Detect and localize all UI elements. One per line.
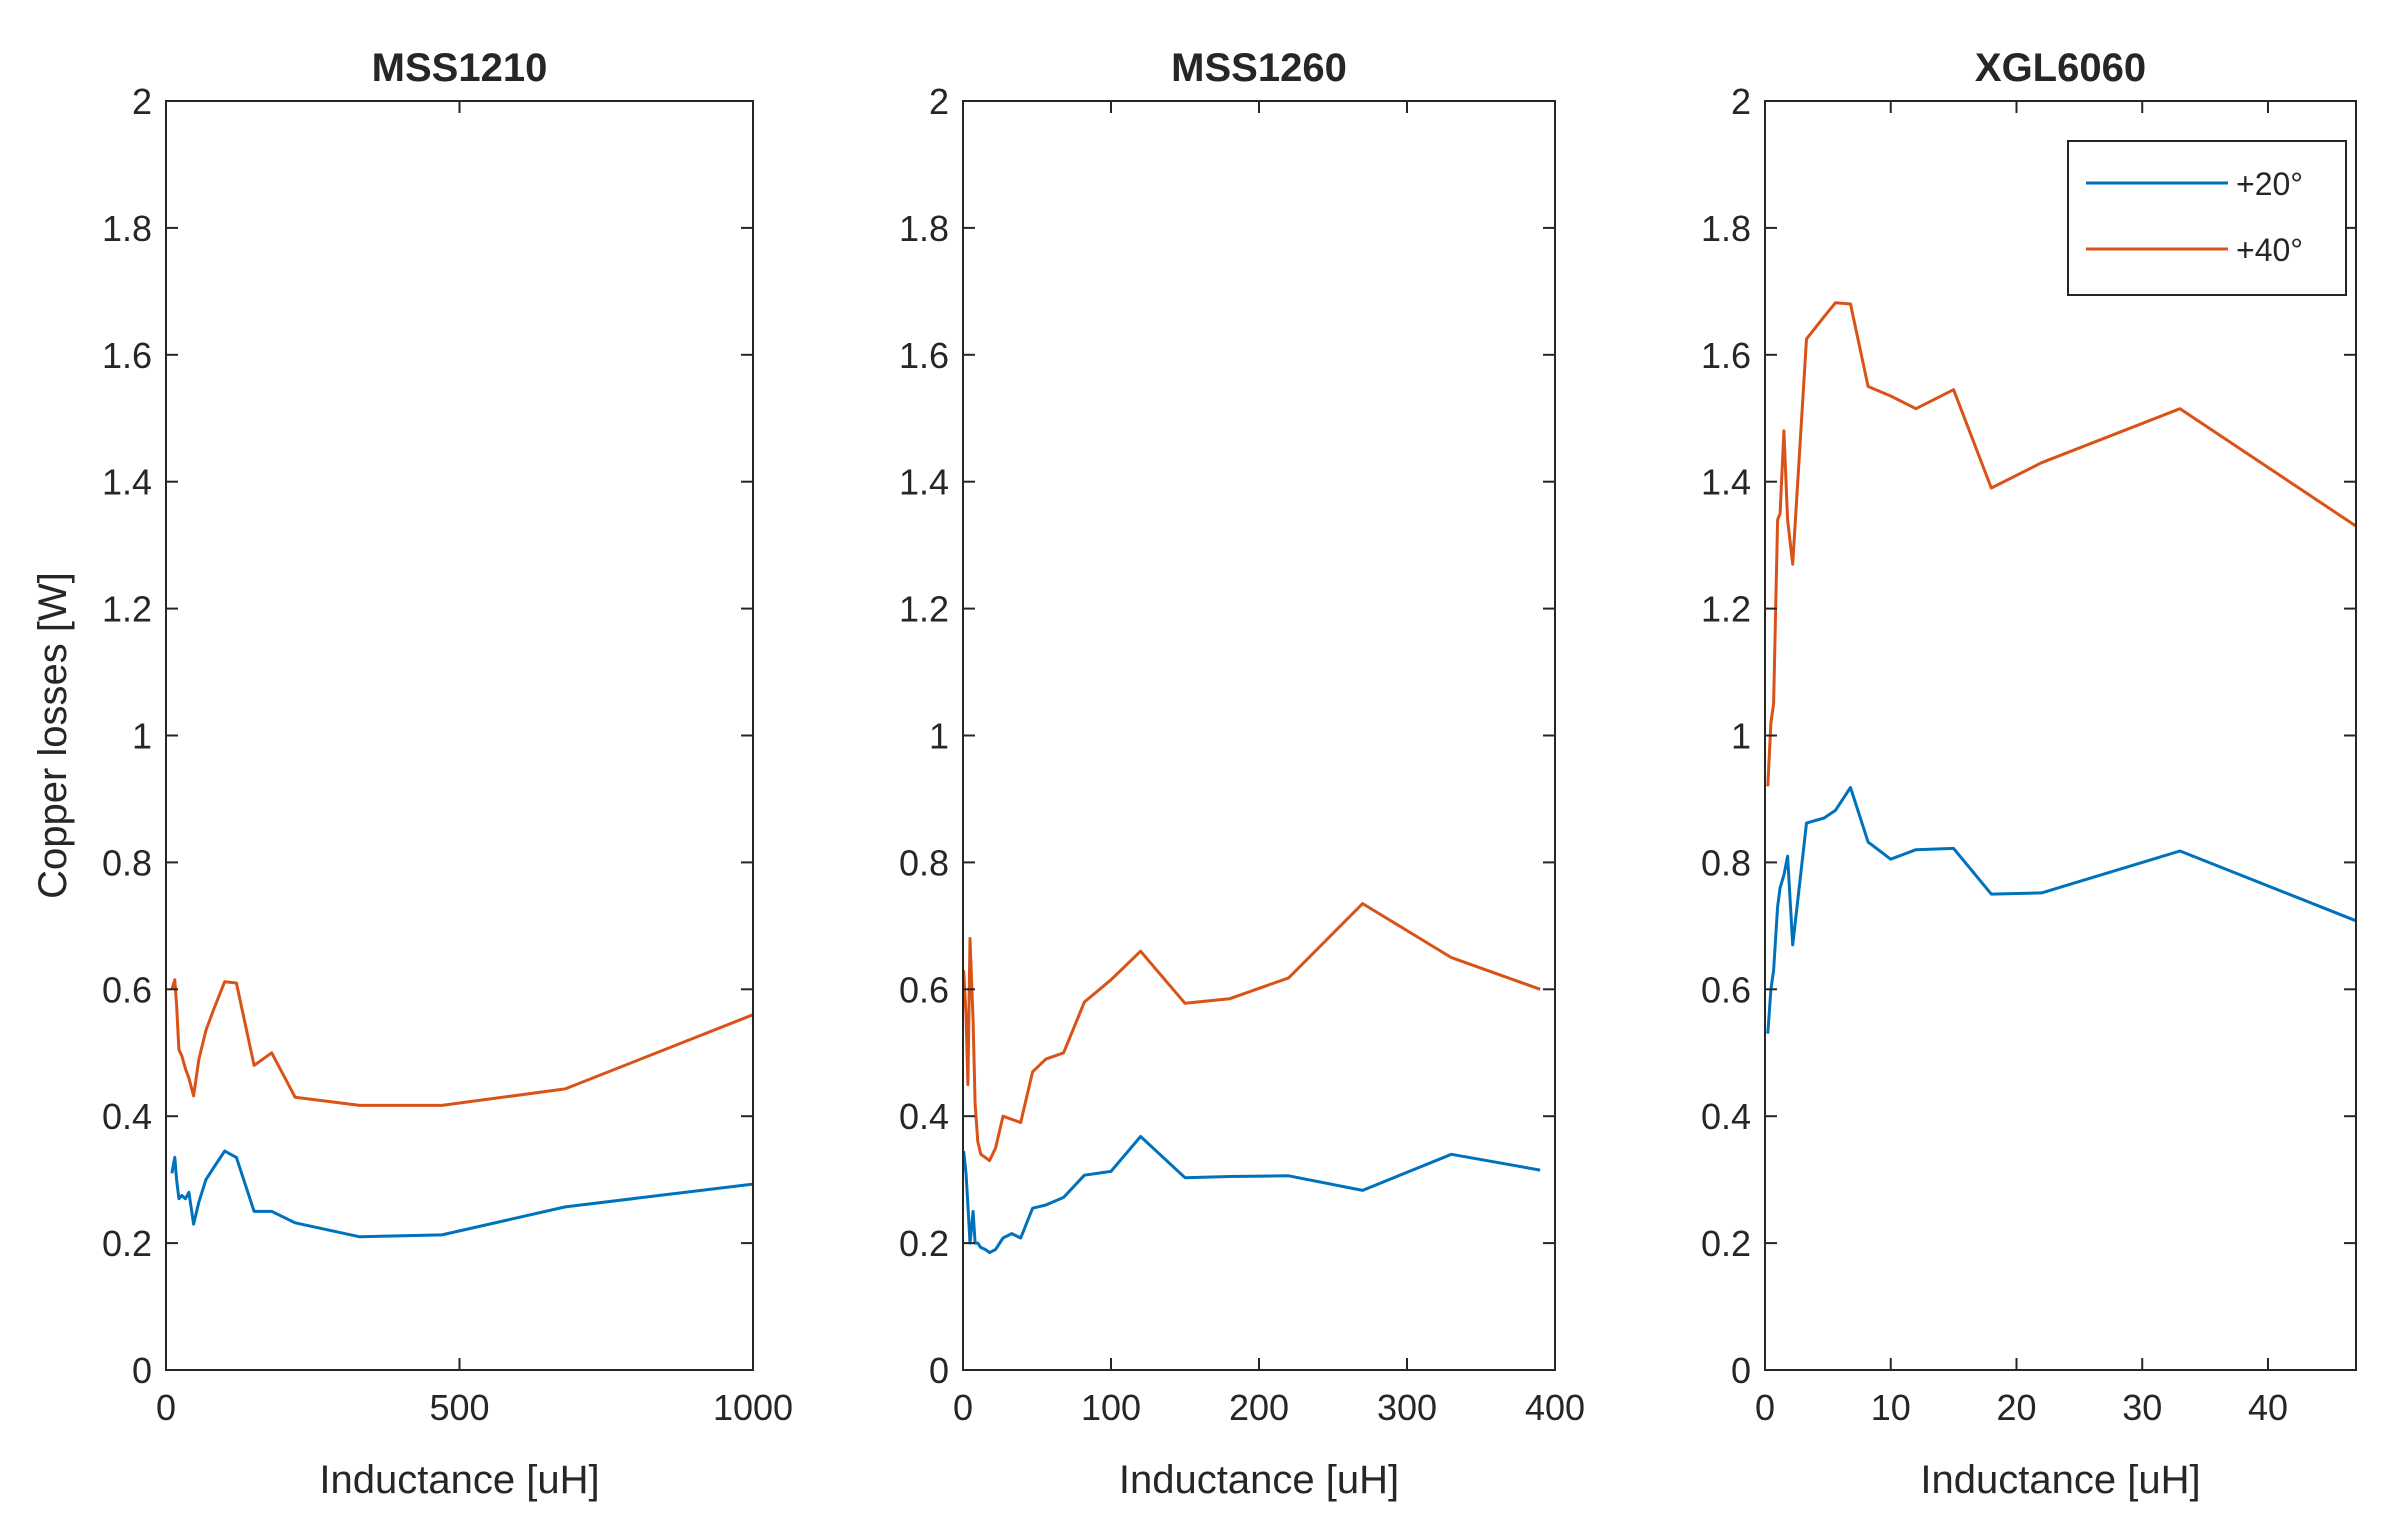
y-tick-label: 1.6 (1701, 335, 1751, 376)
x-axis-label: Inductance [uH] (1119, 1458, 1399, 1502)
y-tick-label: 0.6 (102, 969, 152, 1010)
x-tick-label: 500 (429, 1387, 489, 1428)
y-tick-label: 0.8 (1701, 842, 1751, 883)
series-line-plus20 (963, 1135, 1541, 1255)
y-tick-label: 1.8 (899, 208, 949, 249)
y-tick-label: 1.6 (899, 335, 949, 376)
y-tick-label: 1 (1731, 716, 1751, 757)
legend-label: +40° (2236, 232, 2303, 268)
y-tick-label: 0.6 (1701, 969, 1751, 1010)
y-tick-label: 1.8 (102, 208, 152, 249)
y-tick-label: 1.2 (102, 589, 152, 630)
x-tick-label: 10 (1871, 1387, 1911, 1428)
x-tick-label: 400 (1525, 1387, 1585, 1428)
legend: +20° +40° (2067, 140, 2347, 296)
y-tick-label: 0.8 (102, 842, 152, 883)
chart-panel-2: 0 0.2 0.4 0.6 0.8 1 1.2 1.4 1.6 1.8 2 0 100 200 300 400… (899, 46, 1585, 1502)
y-tick-label: 0 (132, 1350, 152, 1391)
chart-title: MSS1260 (1171, 46, 1347, 90)
y-tick-label: 0.4 (102, 1096, 152, 1137)
x-tick-label: 1000 (713, 1387, 793, 1428)
plot-area (166, 101, 753, 1370)
y-tick-label: 1.4 (899, 462, 949, 503)
y-tick-label: 0.2 (1701, 1223, 1751, 1264)
y-tick-label: 0.4 (1701, 1096, 1751, 1137)
x-tick-label: 0 (953, 1387, 973, 1428)
x-tick-label: 0 (1755, 1387, 1775, 1428)
y-tick-label: 0.2 (102, 1223, 152, 1264)
x-tick-label: 30 (2122, 1387, 2162, 1428)
y-tick-label: 1.2 (1701, 589, 1751, 630)
y-tick-label: 0.2 (899, 1223, 949, 1264)
series-line-plus40 (1766, 301, 2356, 787)
y-tick-label: 0.8 (899, 842, 949, 883)
y-tick-label: 1.4 (1701, 462, 1751, 503)
y-tick-label: 0.6 (899, 969, 949, 1010)
chart-title: MSS1210 (372, 46, 548, 90)
y-tick-label: 2 (1731, 81, 1751, 122)
x-tick-label: 0 (156, 1387, 176, 1428)
x-tick-label: 200 (1229, 1387, 1289, 1428)
x-axis-label: Inductance [uH] (1920, 1458, 2200, 1502)
y-tick-label: 1 (132, 716, 152, 757)
plot-area (963, 101, 1555, 1370)
x-tick-label: 40 (2248, 1387, 2288, 1428)
x-tick-label: 300 (1377, 1387, 1437, 1428)
y-tick-label: 1.6 (102, 335, 152, 376)
series-line-plus40 (963, 902, 1541, 1163)
series-line-plus20 (1766, 786, 2356, 1034)
x-tick-label: 20 (1996, 1387, 2036, 1428)
chart-panel-1: 0 0.2 0.4 0.6 0.8 1 1.2 1.4 1.6 1.8 2 0 500 1000 MSS12… (31, 46, 793, 1502)
y-tick-label: 1.2 (899, 589, 949, 630)
y-tick-label: 0.4 (899, 1096, 949, 1137)
y-tick-label: 1 (929, 716, 949, 757)
y-axis-label: Copper losses [W] (31, 572, 75, 899)
chart-title: XGL6060 (1975, 46, 2146, 90)
y-tick-label: 0 (929, 1350, 949, 1391)
y-tick-label: 2 (132, 81, 152, 122)
series-line-plus20 (170, 1149, 753, 1239)
chart-panel-3: 00.20.40.60.811.21.41.61.820 10 20 30 40XGL6… (1701, 46, 2357, 1502)
y-tick-label: 2 (929, 81, 949, 122)
y-tick-label: 1.4 (102, 462, 152, 503)
y-tick-label: 1.8 (1701, 208, 1751, 249)
x-axis-label: Inductance [uH] (319, 1458, 599, 1502)
x-tick-label: 100 (1081, 1387, 1141, 1428)
plot-area (1765, 101, 2356, 1370)
legend-label: +20° (2236, 166, 2303, 202)
series-line-plus40 (170, 978, 753, 1107)
y-tick-label: 0 (1731, 1350, 1751, 1391)
legend-box (2067, 140, 2347, 296)
